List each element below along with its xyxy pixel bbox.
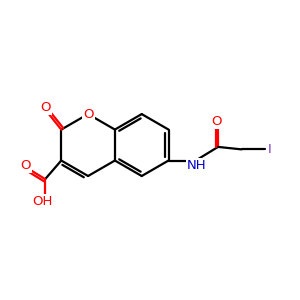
Text: O: O	[212, 115, 222, 128]
Text: NH: NH	[187, 160, 207, 172]
Text: O: O	[20, 159, 31, 172]
Text: OH: OH	[32, 195, 53, 208]
Text: O: O	[40, 101, 50, 114]
Text: I: I	[268, 143, 272, 156]
Text: O: O	[83, 108, 93, 121]
